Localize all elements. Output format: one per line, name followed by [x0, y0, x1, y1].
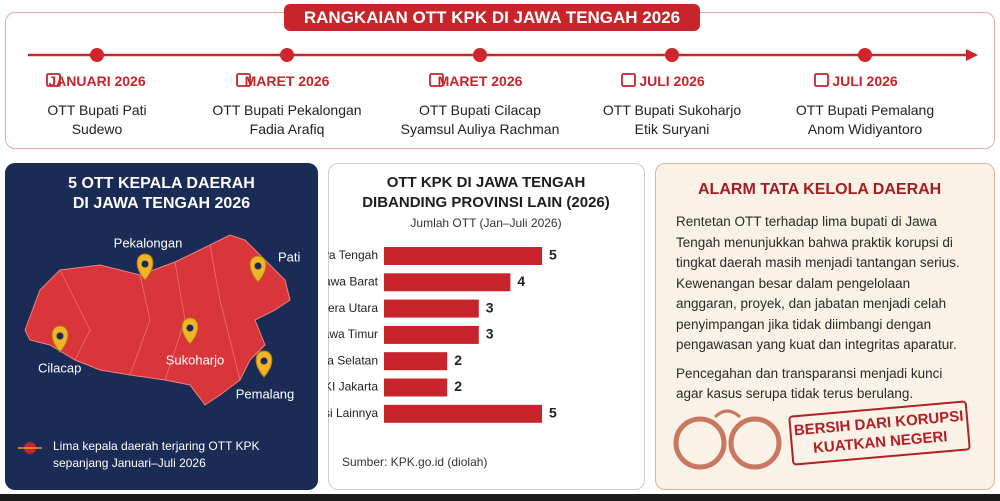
timeline-dot — [665, 48, 679, 62]
calendar-icon — [814, 73, 829, 87]
chart-subtitle: Jumlah OTT (Jan–Juli 2026) — [410, 216, 561, 230]
value-label: 5 — [549, 405, 557, 421]
category-label: Sumatera Selatan — [328, 353, 378, 367]
timeline-dot — [280, 48, 294, 62]
bar — [384, 247, 542, 265]
event-text: Syamsul Auliya Rachman — [400, 121, 560, 137]
value-label: 3 — [486, 299, 494, 315]
category-label: Provinsi Lainnya — [328, 406, 378, 420]
event-date: MARET 2026 — [244, 73, 330, 89]
timeline-title: RANGKAIAN OTT KPK DI JAWA TENGAH 2026 — [284, 4, 700, 31]
timeline-event: JULI 2026 OTT Bupati Sukoharjo Etik Suryan… — [577, 72, 767, 139]
timeline-event: JULI 2026 OTT Bupati Pemalang Anom Widiyan… — [770, 72, 960, 139]
timeline-dot — [858, 48, 872, 62]
category-label: Jawa Timur — [328, 327, 378, 341]
event-text: Anom Widiyantoro — [807, 121, 923, 137]
chart-title: OTT KPK DI JAWA TENGAH — [387, 174, 586, 191]
event-text: OTT Bupati Pemalang — [795, 102, 935, 118]
timeline-dot — [90, 48, 104, 62]
bar — [384, 325, 479, 344]
calendar-icon — [429, 73, 444, 87]
map-pin-dot — [260, 357, 268, 365]
value-label: 5 — [549, 247, 557, 263]
bar — [384, 299, 479, 318]
bottom-strip — [0, 494, 1000, 501]
bar — [384, 378, 448, 397]
value-label: 3 — [486, 326, 494, 342]
bar — [384, 352, 448, 371]
timeline-event: MARET 2026 OTT Bupati Cilacap Syamsul Auli… — [385, 72, 575, 139]
chart-panel — [328, 163, 645, 490]
event-date: MARET 2026 — [437, 73, 523, 89]
chart-source: Sumber: KPK.go.id (diolah) — [342, 455, 487, 469]
timeline-panel — [5, 12, 995, 149]
map-pin-dot — [186, 324, 194, 332]
value-label: 2 — [454, 378, 462, 394]
location-label: Pekalongan — [114, 235, 183, 250]
calendar-icon — [621, 73, 636, 87]
event-text: OTT Bupati Sukoharjo — [602, 102, 742, 118]
paragraph: Rentetan OTT terhadap lima bupati di Jaw… — [676, 214, 960, 352]
handcuffs — [673, 409, 782, 470]
event-date: JANUARI 2026 — [48, 73, 146, 89]
map: Pekalongan Pati Sukoharjo Cilacap Pemalang — [18, 234, 301, 454]
calendar-icon — [46, 73, 61, 87]
chart-title: DIBANDING PROVINSI LAIN (2026) — [362, 194, 610, 211]
alarm-title: ALARM TATA KELOLA DAERAH — [698, 181, 942, 198]
event-text: OTT Bupati Pati — [47, 102, 147, 118]
category-label: Jawa Tengah — [328, 248, 378, 262]
map-title: 5 OTT KEPALA DAERAH DI JAWA TENGAH 2026 — [5, 174, 318, 214]
map-legend: Lima kepala daerah terjaring OTT KPK sep… — [53, 438, 260, 472]
location-label: Pemalang — [236, 386, 295, 401]
value-label: 2 — [454, 352, 462, 368]
alarm-text: Rentetan OTT terhadap lima bupati di Jaw… — [676, 212, 972, 413]
alarm-panel — [655, 163, 995, 490]
value-label: 4 — [517, 273, 525, 289]
event-text: Fadia Arafiq — [249, 121, 325, 137]
location-label: Sukoharjo — [166, 352, 225, 367]
event-text: Sudewo — [71, 121, 123, 137]
paragraph: Pencegahan dan transparansi menjadi kunc… — [676, 365, 943, 402]
event-text: Etik Suryani — [634, 121, 710, 137]
category-label: DKI Jakarta — [328, 380, 378, 394]
category-label: Sumatera Utara — [328, 301, 378, 315]
location-label: Pati — [278, 249, 301, 264]
category-label: Jawa Barat — [328, 274, 379, 288]
event-date: JULI 2026 — [639, 73, 705, 89]
bar — [384, 273, 511, 292]
map-pin-dot — [254, 262, 262, 270]
chart: OTT KPK DI JAWA TENGAH DIBANDING PROVINS… — [328, 174, 610, 469]
map-title-line: DI JAWA TENGAH 2026 — [72, 195, 251, 212]
legend-line: Lima kepala daerah terjaring OTT KPK — [53, 439, 260, 453]
timeline-event: JANUARI 2026 OTT Bupati Pati Sudewo — [2, 72, 192, 139]
event-text: OTT Bupati Cilacap — [419, 102, 541, 118]
event-date: JULI 2026 — [832, 73, 898, 89]
bar — [384, 404, 542, 423]
map-pin-dot — [141, 260, 149, 268]
event-text: OTT Bupati Pekalongan — [212, 102, 362, 118]
map-pin-dot — [56, 332, 64, 340]
calendar-icon — [236, 73, 251, 87]
timeline-dot — [473, 48, 487, 62]
timeline-line — [28, 48, 978, 87]
timeline-event: MARET 2026 OTT Bupati Pekalongan Fadia Ara… — [192, 72, 382, 139]
map-title-line: 5 OTT KEPALA DAERAH — [68, 175, 255, 192]
location-label: Cilacap — [38, 360, 81, 375]
legend-line: sepanjang Januari–Juli 2026 — [53, 456, 206, 470]
